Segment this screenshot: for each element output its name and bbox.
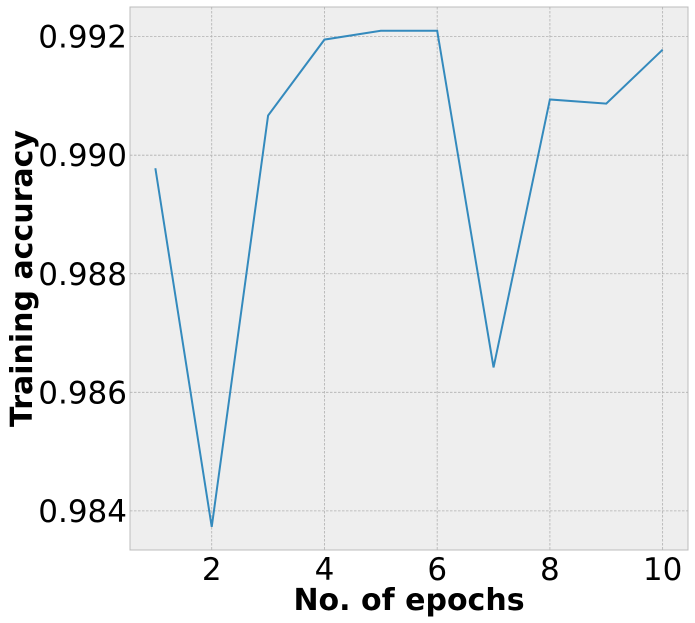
grid-lines: [130, 7, 688, 550]
y-tick-label: 0.986: [38, 375, 127, 411]
tick-labels: 2 4 6 8 10 0.984 0.986 0.988 0.990 0.992: [38, 20, 682, 588]
x-axis-title: No. of epochs: [293, 583, 524, 618]
plot-area: [129, 6, 689, 551]
x-tick-label: 4: [315, 552, 335, 588]
x-tick-label: 10: [643, 552, 682, 588]
x-tick-label: 2: [202, 552, 222, 588]
y-tick-label: 0.990: [38, 138, 127, 174]
x-tick-label: 8: [540, 552, 560, 588]
data-points: [155, 30, 663, 527]
y-tick-label: 0.988: [38, 257, 127, 293]
y-tick-label: 0.992: [38, 20, 127, 56]
series-line: [154, 29, 664, 528]
y-tick-label: 0.984: [38, 494, 127, 530]
y-axis-title: Training accuracy: [5, 130, 40, 427]
x-tick-label: 6: [427, 552, 447, 588]
